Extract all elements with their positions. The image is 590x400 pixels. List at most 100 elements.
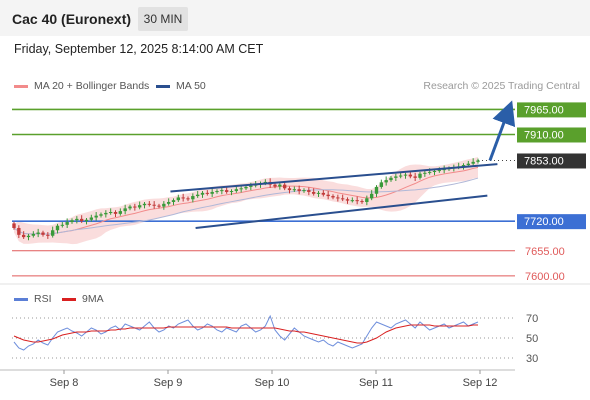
candle-body — [123, 208, 127, 212]
candle-body — [471, 161, 475, 164]
candle-body — [171, 200, 176, 202]
ma20-line — [13, 166, 479, 235]
candle-body — [215, 191, 219, 193]
timeframe-button[interactable]: 30 MIN — [138, 7, 188, 31]
rsi-line — [13, 314, 479, 351]
candle-body — [403, 174, 408, 176]
candle-body — [176, 197, 181, 201]
candle-body — [142, 203, 147, 206]
candlesticks — [12, 158, 480, 241]
candle-body — [408, 174, 413, 177]
candle-body — [79, 218, 84, 222]
candle-body — [297, 189, 301, 192]
candle-body — [389, 177, 393, 181]
candle-body — [162, 203, 166, 207]
candle-body — [205, 192, 210, 194]
candle-body — [282, 184, 287, 189]
x-tick-label-3: Sep 11 — [359, 377, 393, 389]
candle-body — [84, 219, 89, 222]
rsi-level-label-2: 30 — [526, 353, 538, 365]
candle-body — [369, 193, 374, 199]
candle-body — [278, 184, 282, 187]
candle-body — [17, 227, 21, 235]
candle-body — [234, 189, 239, 192]
rsi-level-label-1: 50 — [526, 333, 538, 345]
rsi-ma-line — [13, 324, 478, 344]
candle-body — [316, 192, 321, 194]
candle-body — [118, 211, 123, 214]
candle-body — [128, 206, 132, 209]
candle-body — [65, 222, 69, 225]
candle-body — [224, 190, 229, 192]
candle-body — [210, 191, 214, 194]
candle-body — [336, 197, 340, 199]
credit-text: Research © 2025 Trading Central — [423, 80, 580, 92]
candle-body — [418, 173, 422, 178]
candle-body — [326, 194, 330, 197]
candle-body — [437, 170, 442, 172]
candle-body — [423, 172, 427, 174]
current-price-label: 7853.00 — [524, 155, 564, 167]
candle-body — [311, 191, 316, 194]
candle-body — [94, 215, 98, 218]
legend-9ma: 9MA — [62, 293, 104, 305]
chart-header-bar — [0, 0, 590, 36]
candle-body — [220, 190, 224, 192]
candle-body — [181, 197, 185, 199]
candle-body — [466, 163, 471, 166]
candle-body — [476, 160, 480, 162]
candle-body — [229, 191, 234, 193]
level-label-3: 7655.00 — [525, 246, 565, 258]
channel-upper-line — [170, 163, 498, 193]
candle-body — [26, 235, 31, 238]
level-tag-0 — [517, 102, 586, 118]
candle-body — [461, 165, 466, 167]
candle-body — [340, 198, 345, 200]
candle-body — [133, 206, 137, 208]
candle-body — [379, 182, 384, 187]
candle-body — [113, 212, 118, 214]
legend-label-rsi: RSI — [34, 293, 52, 305]
candle-body — [302, 190, 306, 192]
candle-body — [442, 169, 446, 171]
candle-body — [345, 199, 350, 201]
instrument-title: Cac 40 (Euronext) — [12, 11, 132, 27]
x-tick-label-1: Sep 9 — [154, 377, 183, 389]
candle-body — [195, 194, 200, 197]
candle-body — [186, 198, 190, 200]
current-price-tag — [517, 153, 586, 169]
candle-body — [360, 201, 364, 203]
candle-body — [307, 190, 311, 192]
level-tags: 7965.00 7910.00 7720.00 7655.00 7600.00 7853.… — [517, 102, 586, 283]
candle-body — [99, 214, 103, 216]
level-tag-2 — [517, 214, 586, 230]
ma50-line — [13, 177, 479, 235]
legend-label-9ma: 9MA — [82, 293, 104, 305]
candle-body — [46, 234, 50, 236]
candle-body — [432, 170, 437, 172]
candle-body — [200, 192, 205, 195]
candle-body — [147, 203, 152, 205]
candle-body — [355, 200, 359, 202]
x-axis: Sep 8 Sep 9 Sep 10 Sep 11 Sep 12 — [0, 283, 590, 389]
legend-swatch-9ma — [62, 297, 76, 301]
candle-body — [60, 224, 65, 226]
candle-body — [331, 196, 335, 198]
candle-body — [384, 180, 388, 183]
candle-body — [413, 176, 417, 178]
candle-body — [321, 192, 326, 195]
legend-swatch-ma20 — [14, 84, 28, 88]
candle-body — [273, 184, 277, 187]
channel-lower-line — [195, 194, 488, 229]
level-label-4: 7600.00 — [525, 271, 565, 283]
candle-body — [50, 230, 55, 236]
chart-datetime: Friday, September 12, 2025 8:14:00 AM CE… — [14, 42, 264, 56]
candle-body — [12, 223, 16, 228]
trend-channel — [170, 100, 516, 229]
x-tick-label-2: Sep 10 — [255, 377, 290, 389]
candle-body — [41, 232, 45, 235]
candle-body — [31, 233, 36, 236]
candle-body — [287, 188, 292, 191]
legend-label-ma50: MA 50 — [176, 80, 206, 92]
